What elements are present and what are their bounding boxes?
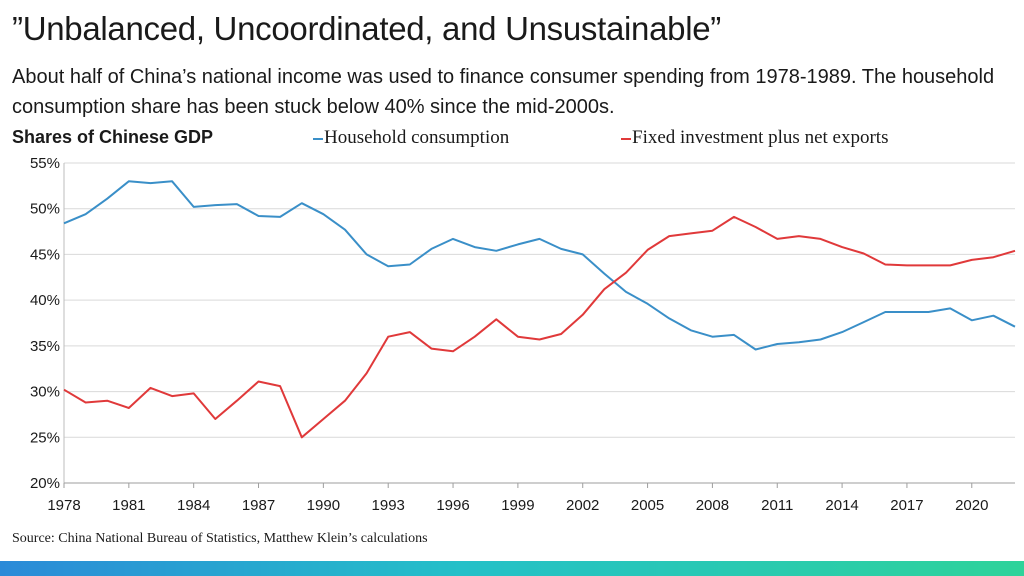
grid-lines [64, 162, 1015, 438]
x-tick-label: 1990 [307, 497, 340, 514]
x-tick-label: 2014 [825, 497, 858, 514]
legend-label-household: Household consumption [324, 127, 510, 148]
chart-title: ”Unbalanced, Uncoordinated, and Unsustai… [12, 10, 721, 47]
y-tick-label: 25% [30, 429, 60, 446]
series-lines [63, 180, 1016, 439]
y-tick-label: 30% [30, 384, 60, 401]
x-tick-label: 1978 [47, 497, 80, 514]
x-tick-label: 1999 [501, 497, 534, 514]
x-tick-label: 1996 [436, 497, 469, 514]
legend-label-investment: Fixed investment plus net exports [632, 127, 889, 148]
y-tick-label: 20% [30, 475, 60, 492]
y-tick-label: 35% [30, 338, 60, 355]
legend-item-household: Household consumption [313, 127, 509, 149]
series-fixed-investment-line [63, 215, 1016, 439]
x-tick-label: 2020 [955, 497, 988, 514]
x-tick-label: 1981 [112, 497, 145, 514]
legend-swatch-household [313, 137, 323, 140]
x-tick-label: 2017 [890, 497, 923, 514]
x-tick-label: 1987 [242, 497, 275, 514]
x-tick-label: 1984 [177, 497, 210, 514]
tick-labels: 20% 25% 30% 35% 40% 45% 50% 55% 1978 1981 1984 1987… [30, 155, 988, 514]
series-household-consumption-line [63, 180, 1016, 351]
y-tick-label: 55% [30, 155, 60, 172]
y-tick-label: 40% [30, 292, 60, 309]
x-tick-label: 1993 [372, 497, 405, 514]
source-note: Source: China National Bureau of Statist… [12, 531, 428, 546]
axes [63, 163, 1015, 488]
legend-item-investment: Fixed investment plus net exports [621, 127, 888, 149]
panel-label: Shares of Chinese GDP [12, 127, 214, 147]
x-tick-label: 2008 [696, 497, 729, 514]
y-tick-label: 45% [30, 246, 60, 263]
x-tick-label: 2011 [761, 497, 793, 514]
chart-subtitle: About half of China’s national income wa… [12, 66, 995, 118]
x-tick-label: 2002 [566, 497, 599, 514]
legend-swatch-investment [621, 137, 631, 140]
y-tick-label: 50% [30, 201, 60, 218]
x-tick-label: 2005 [631, 497, 664, 514]
accent-bar [0, 561, 1024, 576]
